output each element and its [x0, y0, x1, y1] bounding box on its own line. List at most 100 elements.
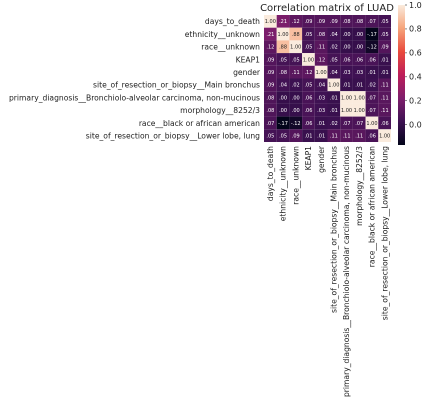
- cell-value-label: .11: [330, 133, 338, 139]
- column-tick-label: KEAP1: [304, 146, 313, 171]
- heatmap-cell: [314, 40, 328, 54]
- cell-value-label: .08: [317, 32, 325, 38]
- heatmap-cell: [264, 40, 277, 54]
- heatmap-cell: [327, 53, 341, 66]
- cell-value-label: .05: [304, 32, 312, 38]
- cell-value-label: 1.00: [303, 57, 314, 63]
- heatmap-cell: [378, 65, 391, 79]
- cell-value-label: 1.00: [277, 32, 288, 38]
- cell-value-label: .05: [330, 57, 338, 63]
- heatmap-cell: [378, 103, 391, 117]
- cell-value-label: .11: [355, 133, 363, 139]
- cell-value-label: .09: [304, 19, 312, 25]
- column-labels: days_to_death ethnicity__unknown race__unk…: [266, 145, 389, 397]
- cell-value-label: .12: [266, 45, 274, 51]
- heatmap-cell: [365, 103, 379, 117]
- row-tick-label: race__unknown: [201, 43, 260, 52]
- heatmap-cell: [302, 27, 315, 41]
- cell-value-label: .00: [292, 95, 300, 101]
- cell-value-label: .08: [266, 108, 274, 114]
- cell-value-label: .09: [381, 45, 389, 51]
- heatmap-cell: [327, 78, 341, 92]
- heatmap-cell: [340, 15, 353, 28]
- cell-value-label: .11: [317, 45, 325, 51]
- cell-value-label: .00: [279, 95, 287, 101]
- cell-value-label: 1.00: [354, 108, 365, 114]
- cell-value-label: .00: [343, 45, 351, 51]
- heatmap-cell: [352, 103, 366, 117]
- column-tick-label: days_to_death: [266, 146, 275, 201]
- cell-value-label: 1.00: [265, 19, 276, 25]
- heatmap-cell: [289, 129, 303, 142]
- cell-value-label: .02: [368, 83, 376, 89]
- heatmap-cell: [314, 78, 328, 92]
- cell-value-label: .01: [368, 70, 376, 76]
- heatmap-cell: [378, 129, 391, 142]
- row-tick-label: site_of_resection_or_biopsy__Lower lobe,…: [86, 131, 260, 140]
- heatmap-cell: [314, 116, 328, 130]
- heatmap-cell: [314, 53, 328, 66]
- cell-value-label: .07: [343, 121, 351, 127]
- heatmap-cell: [340, 27, 353, 41]
- heatmap-cell: [352, 129, 366, 142]
- heatmap-cell: [365, 65, 379, 79]
- cell-value-label: .01: [343, 83, 351, 89]
- cell-value-label: .08: [266, 95, 274, 101]
- cell-value-label: .12: [317, 57, 325, 63]
- heatmap-cell: [365, 78, 379, 92]
- cell-value-label: .09: [330, 19, 338, 25]
- heatmap-cell: [276, 15, 290, 28]
- cell-value-label: .00: [279, 108, 287, 114]
- heatmap-cell: [327, 103, 341, 117]
- heatmap-cell: [289, 40, 303, 54]
- heatmap-cell: [378, 27, 391, 41]
- cell-value-label: .21: [279, 19, 287, 25]
- heatmap-cell: [378, 53, 391, 66]
- heatmap-cell: [276, 78, 290, 92]
- cell-value-label: .00: [355, 32, 363, 38]
- heatmap-cell: [340, 53, 353, 66]
- heatmap-cell: [302, 15, 315, 28]
- column-tick-label: morphology__8252/3: [355, 146, 364, 226]
- column-tick-label: site_of_resection_or_biopsy__Main bronch…: [329, 146, 338, 313]
- cell-value-label: .04: [317, 83, 325, 89]
- heatmap-cell: [289, 91, 303, 104]
- heatmap-cell: [378, 78, 391, 92]
- cell-value-label: .02: [292, 83, 300, 89]
- cell-value-label: .05: [381, 19, 389, 25]
- cell-value-label: .11: [381, 108, 389, 114]
- heatmap-cell: [378, 116, 391, 130]
- heatmap-cell: [314, 15, 328, 28]
- heatmap-cell: [327, 15, 341, 28]
- heatmap-cell: [352, 65, 366, 79]
- cell-value-label: .09: [266, 83, 274, 89]
- heatmap-cell: [289, 103, 303, 117]
- cell-value-label: .11: [343, 133, 351, 139]
- heatmap-cell: [264, 91, 277, 104]
- cell-value-label: .12: [292, 19, 300, 25]
- colorbar: 1.0 0.8 0.6 0.4 0.2 0.0: [398, 1, 422, 145]
- cell-value-label: .02: [330, 121, 338, 127]
- heatmap-cell: [352, 40, 366, 54]
- cell-value-label: 1.00: [290, 45, 301, 51]
- cell-value-label: .11: [381, 83, 389, 89]
- heatmap-cell: [314, 91, 328, 104]
- heatmap-cell: [289, 53, 303, 66]
- heatmap-cell: [340, 129, 353, 142]
- cell-value-label: .06: [304, 121, 312, 127]
- heatmap-cell: [340, 103, 353, 117]
- cell-value-label: .03: [317, 108, 325, 114]
- heatmap-cell: [302, 116, 315, 130]
- heatmap-cell: [276, 65, 290, 79]
- heatmap-cell: [378, 91, 391, 104]
- column-tick-label: race__black or african american: [368, 146, 377, 267]
- cell-value-label: .09: [292, 133, 300, 139]
- cell-value-label: .02: [330, 45, 338, 51]
- cell-value-label: .12: [304, 70, 312, 76]
- heatmap-cell: [264, 103, 277, 117]
- heatmap-cell: [302, 65, 315, 79]
- cell-value-label: .08: [279, 70, 287, 76]
- heatmap-cell: [378, 15, 391, 28]
- colorbar-tick-label: 0.0: [409, 120, 422, 129]
- heatmap-cell: [352, 15, 366, 28]
